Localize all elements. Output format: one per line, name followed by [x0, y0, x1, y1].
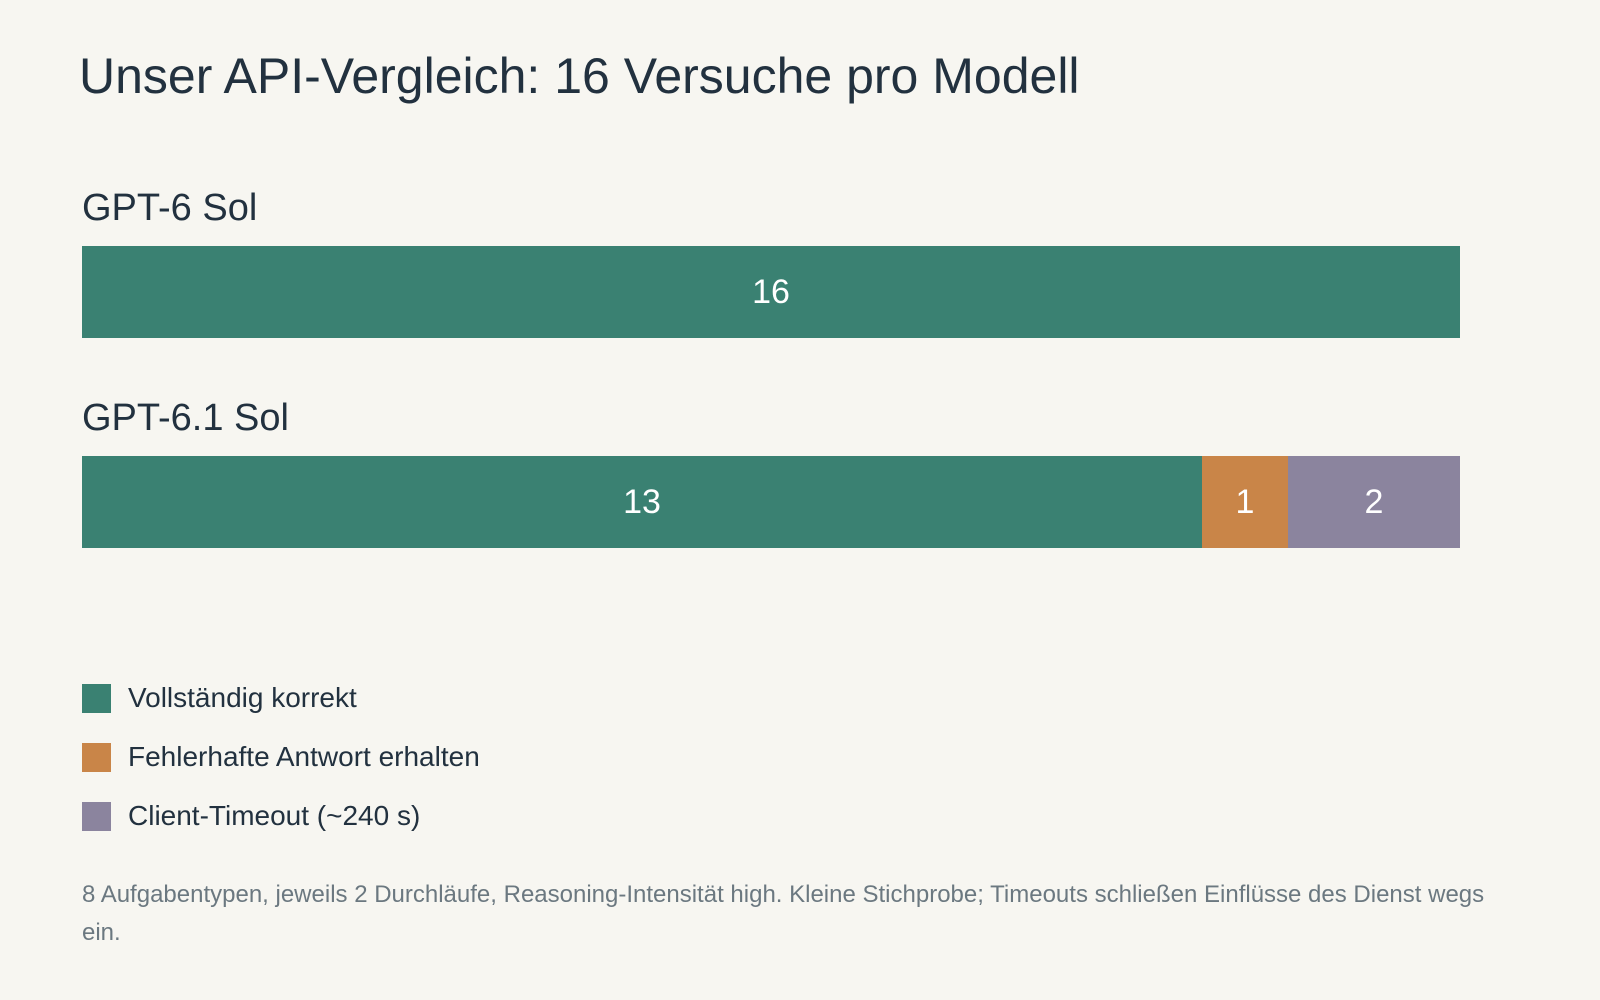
- data-label-gpt-6-1-sol-client-timeout-240-s: 2: [1364, 483, 1384, 521]
- footnote: 8 Aufgabentypen, jeweils 2 Durchläufe, R…: [82, 881, 1485, 946]
- chart-title: Unser API-Vergleich: 16 Versuche pro Mod…: [79, 48, 1080, 104]
- bar-segment-gpt-6-1-sol-fehlerhafte-antwort-erhalten: 1: [1202, 456, 1288, 548]
- legend-swatch-correct: [82, 684, 111, 713]
- bar-gpt-6-1-sol: 13 1 2: [82, 456, 1460, 548]
- bar-gpt-6-sol: 16: [82, 246, 1460, 338]
- bar-segment-gpt-6-sol-vollst-ndig-korrekt: 16: [82, 246, 1460, 338]
- bar-segment-gpt-6-1-sol-client-timeout-240-s: 2: [1288, 456, 1460, 548]
- category-label-gpt-6-1-sol: GPT-6.1 Sol: [82, 397, 289, 439]
- data-label-gpt-6-sol-vollst-ndig-korrekt: 16: [752, 273, 790, 311]
- legend-swatch-timeout: [82, 802, 111, 831]
- category-label-gpt-6-sol: GPT-6 Sol: [82, 187, 258, 229]
- bar-segment-gpt-6-1-sol-vollst-ndig-korrekt: 13: [82, 456, 1202, 548]
- data-label-gpt-6-1-sol-fehlerhafte-antwort-erhalten: 1: [1235, 483, 1255, 521]
- legend-label-wrong-answer: Fehlerhafte Antwort erhalten: [128, 741, 480, 772]
- legend-label-correct: Vollständig korrekt: [128, 682, 357, 713]
- legend-swatch-wrong-answer: [82, 743, 111, 772]
- legend-label-timeout: Client-Timeout (~240 s): [128, 800, 421, 831]
- data-label-gpt-6-1-sol-vollst-ndig-korrekt: 13: [623, 483, 661, 521]
